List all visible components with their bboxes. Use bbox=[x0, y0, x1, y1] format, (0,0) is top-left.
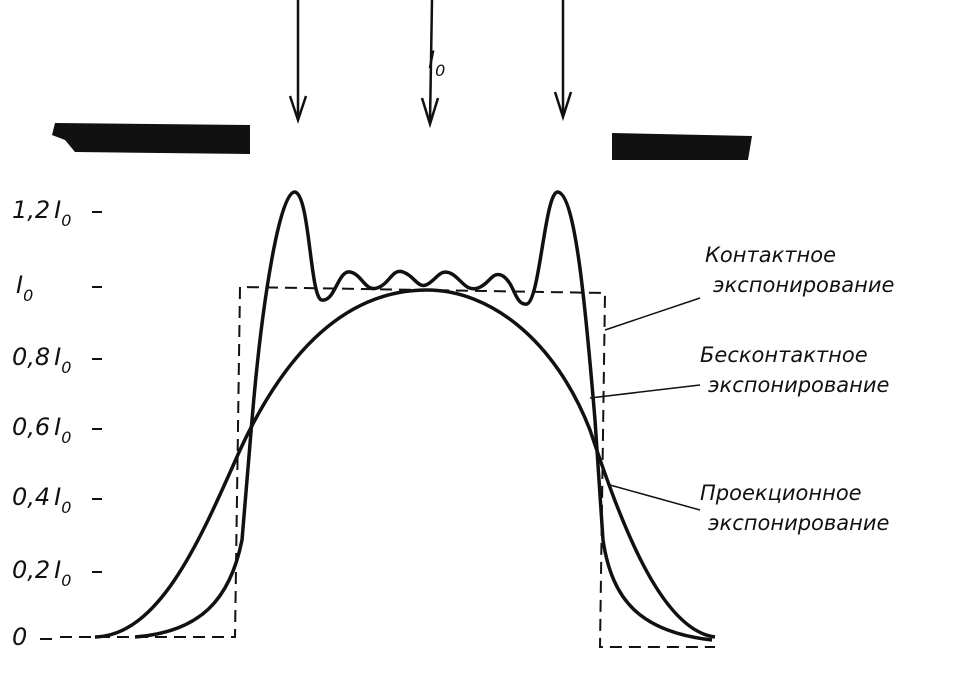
coefficient: 0,6 bbox=[12, 413, 50, 441]
subscript: 0 bbox=[61, 211, 71, 230]
subscript: 0 bbox=[61, 358, 71, 377]
mask-left bbox=[52, 123, 250, 154]
subscript: 0 bbox=[61, 571, 71, 590]
symbol: I bbox=[54, 483, 61, 511]
annotation-line2: экспонирование bbox=[713, 273, 894, 297]
y-label: 0,4 I0 bbox=[12, 483, 71, 517]
annotation-line1: Контактное bbox=[705, 243, 836, 267]
leaders bbox=[589, 297, 701, 511]
y-label: I0 bbox=[16, 271, 33, 305]
arrows bbox=[288, 0, 573, 129]
symbol: I bbox=[54, 196, 61, 224]
y-label: 0 bbox=[12, 623, 27, 651]
beam-label: I0 bbox=[428, 46, 445, 80]
annotation-line2: экспонирование bbox=[708, 511, 889, 535]
coefficient: 0,2 bbox=[12, 556, 50, 584]
mask-right bbox=[612, 133, 752, 160]
y-label: 1,2 I0 bbox=[12, 196, 71, 230]
coefficient: 0 bbox=[12, 623, 27, 651]
coefficient: 0,4 bbox=[12, 483, 50, 511]
symbol: I bbox=[54, 413, 61, 441]
symbol: I bbox=[54, 556, 61, 584]
subscript: 0 bbox=[23, 286, 33, 305]
y-label: 0,8 I0 bbox=[12, 343, 71, 377]
subscript: 0 bbox=[61, 498, 71, 517]
annotation-line1: Проекционное bbox=[700, 481, 862, 505]
ideal-profile bbox=[60, 285, 715, 648]
annotations: Контактное экспонирование Бесконтактное экс… bbox=[700, 243, 894, 535]
y-label: 0,2 I0 bbox=[12, 556, 71, 590]
symbol: I bbox=[16, 271, 23, 299]
projection-curve bbox=[94, 288, 716, 639]
coefficient: 1,2 bbox=[12, 196, 50, 224]
symbol: I bbox=[54, 343, 61, 371]
annotation-line1: Бесконтактное bbox=[700, 343, 868, 367]
coefficient: 0,8 bbox=[12, 343, 50, 371]
annotation-line2: экспонирование bbox=[708, 373, 889, 397]
y-label: 0,6 I0 bbox=[12, 413, 71, 447]
subscript: 0 bbox=[61, 428, 71, 447]
contact-curve bbox=[134, 190, 713, 642]
